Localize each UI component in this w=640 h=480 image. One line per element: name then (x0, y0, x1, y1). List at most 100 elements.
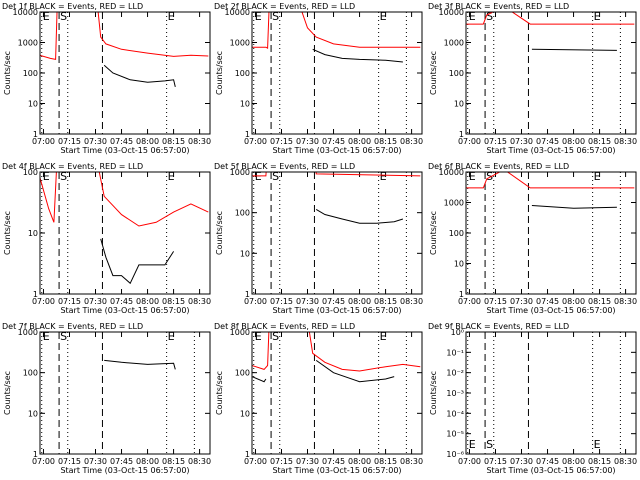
x-tick-label: 08:00 (562, 137, 585, 146)
y-tick-label: 1000 (444, 199, 464, 208)
y-axis-title: Counts/sec (429, 51, 438, 95)
marker-label: E (469, 10, 476, 23)
marker-label: S (60, 170, 67, 183)
y-tick-label: 1000 (18, 39, 38, 48)
x-tick-label: 08:00 (348, 297, 371, 306)
x-tick-label: 07:45 (322, 457, 345, 466)
x-tick-label: 07:45 (110, 137, 133, 146)
panel: Det 4f BLACK = Events, RED = LLD Start Ti… (2, 162, 211, 315)
x-axis-title: Start Time (03-Oct-15 06:57:00) (486, 306, 615, 315)
panel-title: Det 9f BLACK = Events, RED = LLD (428, 322, 569, 331)
series-line (103, 64, 176, 88)
x-axis-title: Start Time (03-Oct-15 06:57:00) (60, 466, 189, 475)
marker-label: E (43, 170, 50, 183)
marker-label: S (486, 170, 493, 183)
x-tick-label: 07:45 (322, 297, 345, 306)
x-tick-label: 08:00 (562, 297, 585, 306)
x-tick-label: 07:45 (536, 297, 559, 306)
x-tick-label: 08:30 (188, 457, 211, 466)
marker-label: E (168, 170, 175, 183)
x-tick-label: 07:30 (84, 137, 107, 146)
panel: Det 3f BLACK = Events, RED = LLD Start Ti… (428, 2, 637, 155)
x-tick-label: 07:30 (510, 457, 533, 466)
x-tick-label: 07:45 (536, 137, 559, 146)
y-tick-label: 1 (245, 290, 250, 299)
x-tick-label: 08:30 (188, 137, 211, 146)
marker-label: E (168, 10, 175, 23)
y-tick-label: 1 (33, 450, 38, 459)
series-line (252, 12, 421, 50)
x-tick-label: 08:30 (188, 297, 211, 306)
x-tick-label: 08:30 (614, 457, 637, 466)
plot-frame (39, 11, 211, 135)
x-tick-label: 07:30 (296, 137, 319, 146)
x-tick-label: 07:30 (296, 297, 319, 306)
series-line (315, 208, 404, 224)
y-axis-title: Counts/sec (429, 371, 438, 415)
y-tick-label: 10⁻⁴ (446, 409, 464, 418)
x-tick-label: 07:30 (296, 457, 319, 466)
panel: Det 6f BLACK = Events, RED = LLD Start Ti… (428, 162, 637, 315)
x-tick-label: 07:45 (110, 297, 133, 306)
series-line (312, 48, 403, 63)
panel-title: Det 6f BLACK = Events, RED = LLD (428, 162, 569, 171)
series-line (100, 238, 175, 285)
y-tick-label: 100 (449, 229, 464, 238)
y-axis-title: Counts/sec (3, 211, 12, 255)
x-tick-label: 07:00 (458, 297, 481, 306)
x-tick-label: 07:30 (84, 457, 107, 466)
y-tick-label: 10 (240, 100, 250, 109)
x-tick-label: 07:00 (244, 297, 267, 306)
y-tick-label: 1 (245, 130, 250, 139)
panel-title: Det 5f BLACK = Events, RED = LLD (214, 162, 355, 171)
series-line (252, 359, 395, 383)
panel: Det 5f BLACK = Events, RED = LLD Start Ti… (214, 162, 423, 315)
panel-title: Det 8f BLACK = Events, RED = LLD (214, 322, 355, 331)
x-tick-label: 07:15 (484, 457, 507, 466)
y-tick-label: 100 (23, 168, 38, 177)
x-tick-label: 08:30 (400, 137, 423, 146)
x-tick-label: 07:30 (510, 137, 533, 146)
x-tick-label: 08:15 (162, 457, 185, 466)
x-axis-title: Start Time (03-Oct-15 06:57:00) (486, 146, 615, 155)
x-tick-label: 08:00 (348, 457, 371, 466)
x-tick-label: 07:00 (32, 457, 55, 466)
x-axis-title: Start Time (03-Oct-15 06:57:00) (272, 146, 401, 155)
plot-frame (465, 331, 637, 455)
y-tick-label: 10⁻² (446, 369, 464, 378)
panel: Det 9f BLACK = Events, RED = LLD Start Ti… (428, 322, 637, 475)
marker-label: S (272, 10, 279, 23)
x-axis-title: Start Time (03-Oct-15 06:57:00) (272, 306, 401, 315)
marker-label: E (594, 170, 601, 183)
x-axis-title: Start Time (03-Oct-15 06:57:00) (60, 146, 189, 155)
panel: Det 8f BLACK = Events, RED = LLD Start Ti… (214, 322, 423, 475)
y-tick-label: 1000 (18, 328, 38, 337)
marker-label: E (594, 10, 601, 23)
y-tick-label: 100 (23, 69, 38, 78)
panel-title: Det 3f BLACK = Events, RED = LLD (428, 2, 569, 11)
y-axis-title: Counts/sec (429, 211, 438, 255)
series-line (252, 332, 421, 372)
y-axis-title: Counts/sec (215, 211, 224, 255)
y-tick-label: 1 (459, 130, 464, 139)
marker-label: E (594, 438, 601, 451)
x-axis-title: Start Time (03-Oct-15 06:57:00) (60, 306, 189, 315)
marker-label: S (60, 330, 67, 343)
x-tick-label: 07:00 (32, 137, 55, 146)
y-tick-label: 10⁰ (451, 328, 464, 337)
x-tick-label: 08:15 (162, 137, 185, 146)
y-tick-label: 10⁻³ (446, 389, 464, 398)
x-tick-label: 07:30 (510, 297, 533, 306)
x-tick-label: 08:30 (614, 137, 637, 146)
y-tick-label: 100 (449, 69, 464, 78)
plot-frame (251, 11, 423, 135)
x-tick-label: 08:15 (588, 297, 611, 306)
series-line (466, 12, 635, 25)
x-tick-label: 08:15 (162, 297, 185, 306)
y-tick-label: 100 (235, 69, 250, 78)
x-tick-label: 07:45 (110, 457, 133, 466)
x-tick-label: 08:15 (588, 457, 611, 466)
series-line (252, 172, 421, 177)
x-axis-title: Start Time (03-Oct-15 06:57:00) (486, 466, 615, 475)
marker-label: S (60, 10, 67, 23)
